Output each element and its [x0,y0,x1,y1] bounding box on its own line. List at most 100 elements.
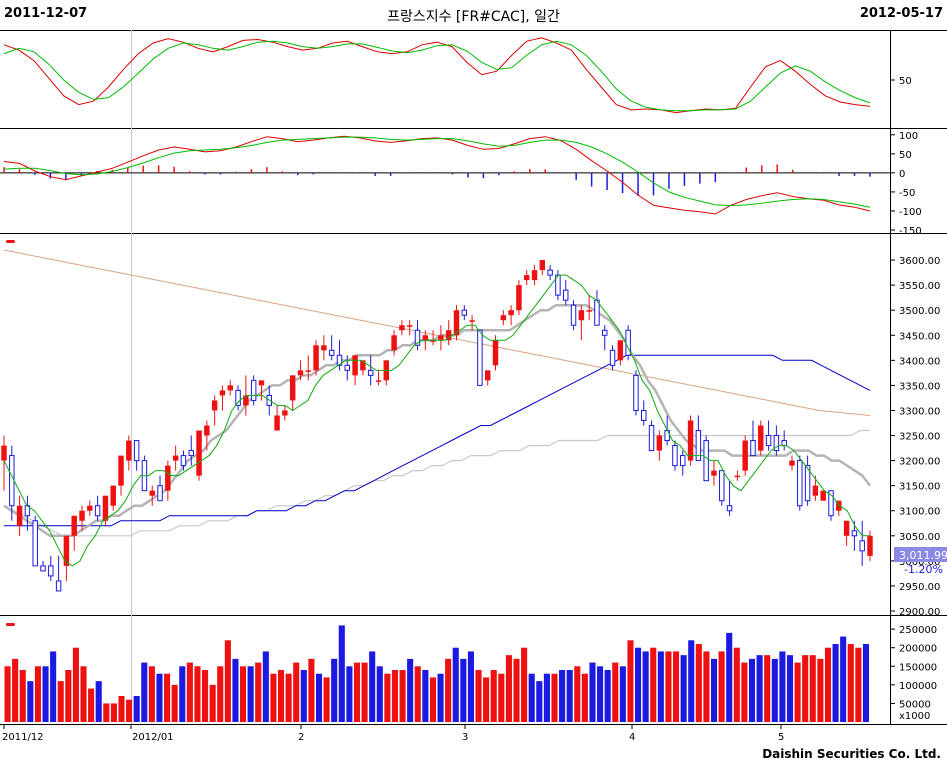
volume-bar [597,666,604,722]
candle-body-down [344,364,351,371]
candle-body-down [750,440,756,457]
volume-bar [604,670,611,722]
price-ytick-label: 3600.00 [899,256,940,267]
candle-body-up [219,390,226,396]
ma5-line [3,274,870,567]
period-end-date: 2012-05-17 [859,6,943,21]
candle-body-up [321,345,327,351]
volume-bar [239,666,247,722]
volume-bar [42,666,49,722]
candle-body-down [641,409,647,421]
volume-bar [528,673,535,722]
candle-body-up [360,360,366,371]
volume-bar [338,625,345,722]
candle-body-up [87,505,93,511]
volume-bar [786,655,794,722]
candle-body-down [235,389,241,406]
volume-bar [490,670,497,722]
price-ytick-label: 3450.00 [899,331,940,342]
stoch-ytick-label: 50 [899,76,912,87]
volume-bar [384,673,391,722]
price-ytick-label: 3200.00 [899,457,940,468]
last-price-label: 3,011.99 -1.20% [894,547,947,576]
price-ytick-label: 3550.00 [899,281,940,292]
volume-bar [300,670,307,722]
volume-bar [34,666,41,722]
price-panel-marker [6,240,15,243]
volume-bar [217,666,224,722]
volume-unit-label: x1000 [899,711,930,722]
candle-body-down [609,349,616,366]
candle-body-down [414,329,421,346]
candle-body-down [804,465,811,502]
price-ytick-label: 3400.00 [899,356,940,367]
panel-frames [0,30,947,725]
volume-bar [179,666,186,722]
volume-bar [437,673,444,722]
volume-bar [429,677,436,722]
x-tick-label: 2012/01 [132,732,174,743]
candle-body-up [1,445,7,461]
volume-bar [103,703,110,722]
volume-bar [80,666,87,722]
macd-ytick-label: 50 [899,150,912,161]
candle-body-up [422,335,429,341]
volume-bar [832,644,839,722]
price-ytick-label: 3150.00 [899,482,940,493]
volume-bar [141,662,148,722]
volume-bar [483,677,490,722]
volume-bar [847,644,854,722]
price-ytick-label: 3300.00 [899,406,940,417]
candle-body-down [648,425,655,452]
candle-body-up [406,325,413,327]
volume-bar [171,684,178,722]
candle-body-down [594,299,600,326]
volume-bar [756,655,763,722]
candle-body-up [438,335,444,341]
candle-body-up [352,355,358,376]
candle-body-up [430,340,436,342]
volume-bar [505,655,512,722]
candle-body-down [367,369,374,376]
candle-body-up [227,385,233,391]
candle-body-up [687,420,694,461]
volume-bar [855,647,862,722]
volume-bar [695,644,702,722]
candle-body-up [172,455,179,461]
x-tick-label: 3 [462,732,468,743]
price-ytick-label: 3250.00 [899,432,940,443]
price-ytick-label: 2900.00 [899,607,940,618]
volume-bar [391,670,399,722]
candle-body-down [719,470,725,502]
candle-body-up [118,455,124,486]
volume-bar [315,673,323,722]
volume-bar [277,670,285,722]
volume-bar [551,673,558,722]
broker-brand: Daishin Securities Co. Ltd. [762,747,941,761]
candle-body-up [63,535,70,566]
candle-body-down [672,445,678,467]
macd-ytick-label: -50 [899,188,915,199]
x-tick-label: 2 [298,732,304,743]
stock-chart[interactable]: 50 100 50 0 -50 -100 -150 3600.00 3550.00 3500.… [0,0,947,745]
candle-body-up [79,510,85,521]
candle-body-up [126,440,132,461]
footer: Daishin Securities Co. Ltd. [0,745,947,767]
candle-body-down [157,485,163,502]
volume-bar [27,681,34,722]
candle-body-up [508,310,514,316]
candle-body-up [274,415,280,431]
volume-bar [771,658,778,722]
candle-body-up [297,370,304,376]
macd-ytick-label: -100 [899,207,922,218]
candle-body-up [243,395,249,406]
volume-bar [840,636,847,722]
volume-bar [361,662,368,722]
price-ytick-label: 3350.00 [899,381,940,392]
volume-bar [376,666,383,722]
candle-body-down [797,460,803,507]
candle-body-up [211,400,218,411]
volume-bar [589,662,596,722]
volume-bar [224,640,231,722]
volume-bar [323,677,330,722]
